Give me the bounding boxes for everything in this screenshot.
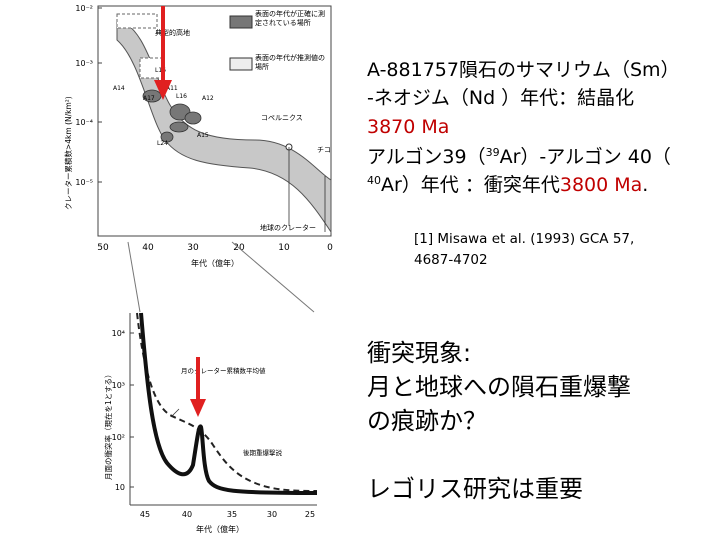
measured-regions [142, 89, 202, 143]
copernicus-label: コペルニクス [261, 114, 303, 122]
x-tick-label: 50 [97, 243, 109, 253]
y-axis-label: クレーター累積数>4km (N/km²) [63, 96, 73, 210]
arar-text-c: Ar）年代 ：衝突年代 [381, 174, 560, 196]
plot-frame [97, 5, 332, 237]
impact-rate-figure: 10⁴ 10³ 10² 10 月面の衝突率（現在を1とする） 45 40 35 … [103, 312, 318, 534]
isotope-39: 39 [485, 146, 500, 159]
x-tick-label: 40 [182, 510, 192, 519]
y-tick-label: 10² [112, 433, 125, 442]
sample-label: A17 [143, 95, 155, 102]
y-tick-label: 10⁻³ [75, 59, 93, 68]
x-tick-label: 40 [142, 243, 154, 253]
sample-label: L24 [157, 140, 168, 147]
arar-text-a: アルゴン39（ [367, 146, 486, 168]
earth-craters-label: 地球のクレーター [260, 223, 316, 232]
legend-measured-text: 表面の年代が正確に測定されている場所 [255, 10, 325, 27]
x-tick-label: 0 [327, 243, 333, 253]
x-axis-label: 年代（億年） [191, 258, 239, 268]
sample-label: A11 [166, 85, 178, 92]
arar-age-line1: アルゴン39（39Ar）-アルゴン 40（ [367, 145, 671, 169]
reference-line1: [1] Misawa et al. (1993) GCA 57, [414, 231, 635, 247]
legend-inferred-swatch [229, 57, 253, 71]
y-tick-label: 10⁻⁴ [75, 118, 93, 127]
y-tick-label: 10⁻² [75, 4, 93, 13]
x-tick-label: 45 [140, 510, 150, 519]
impact-age: 3800 Ma [559, 174, 643, 196]
arar-age-line2: 40Ar）年代 ：衝突年代3800 Ma. [367, 173, 648, 197]
x-tick-label: 10 [278, 243, 290, 253]
isotope-40: 40 [367, 174, 381, 187]
y-tick-label: 10⁴ [112, 329, 125, 338]
y-tick-label: 10 [115, 483, 125, 492]
x-tick-label: 30 [187, 243, 199, 253]
impact-line2: 月と地球への隕石重爆撃 [367, 373, 631, 401]
inferred-region-box [116, 13, 158, 29]
tycho-label: チコ [317, 146, 331, 154]
x-tick-label: 30 [267, 510, 277, 519]
average-curve-label: 月のクレーター累積数平均値 [181, 366, 266, 375]
y-tick-label: 10³ [112, 381, 125, 390]
reference-line2: 4687-4702 [414, 252, 488, 268]
smnd-age-line2: -ネオジム（Nd ）年代：結晶化 [367, 87, 635, 109]
sample-label: L16 [155, 67, 166, 74]
legend-inferred-text: 表面の年代が推測値の場所 [255, 54, 325, 71]
smnd-age-line1: A-881757隕石のサマリウム（Sm） [367, 59, 680, 81]
late-bombardment-curve [139, 312, 318, 495]
arar-period: . [642, 174, 649, 196]
impact-heading: 衝突現象: [367, 339, 472, 367]
regolith-note: レゴリス研究は重要 [367, 475, 583, 503]
arar-text-b: Ar）-アルゴン 40（ [499, 146, 671, 168]
cratering-age-figure: 10⁻² 10⁻³ 10⁻⁴ 10⁻⁵ クレーター累積数>4km (N/km²)… [63, 4, 333, 268]
y-tick-label: 10⁻⁵ [75, 178, 93, 187]
x-tick-label: 25 [305, 510, 315, 519]
legend-measured-swatch [229, 15, 253, 29]
red-arrow-bottom-head [190, 399, 206, 417]
sample-label: L16 [176, 93, 187, 100]
y-axis-label: 月面の衝突率（現在を1とする） [103, 370, 113, 480]
late-bombardment-label: 後期重爆撃説 [243, 448, 283, 457]
sample-label: A12 [202, 95, 214, 102]
x-tick-label: 35 [227, 510, 237, 519]
average-curve [136, 312, 318, 492]
impact-line3: の痕跡か？ [367, 407, 487, 435]
sample-label: A15 [197, 132, 209, 139]
sample-label: A14 [113, 85, 125, 92]
red-arrow-top-head [154, 80, 172, 100]
crystallization-age: 3870 Ma [367, 116, 450, 138]
highland-label: 典型的高地 [155, 28, 190, 37]
x-axis-label: 年代（億年） [196, 524, 244, 534]
y-tick-marks [98, 7, 102, 183]
